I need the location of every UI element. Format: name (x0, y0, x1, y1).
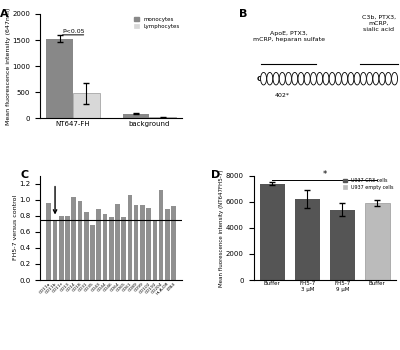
Y-axis label: Mean fluorescence intensity (647nm): Mean fluorescence intensity (647nm) (6, 7, 11, 125)
Ellipse shape (260, 72, 266, 85)
Ellipse shape (279, 72, 285, 85)
Bar (96, 209, 101, 280)
Bar (53, 220, 57, 280)
Ellipse shape (354, 72, 360, 85)
Text: *: * (323, 170, 327, 179)
Bar (72, 197, 76, 280)
Bar (73, 93, 100, 118)
Text: C: C (20, 170, 28, 181)
Bar (152, 220, 157, 280)
Bar (84, 212, 88, 280)
Ellipse shape (342, 72, 348, 85)
Bar (159, 190, 164, 280)
Ellipse shape (379, 72, 385, 85)
Ellipse shape (392, 72, 398, 85)
Bar (365, 203, 390, 280)
Bar (121, 217, 126, 280)
Ellipse shape (367, 72, 373, 85)
Text: ApoE, PTX3,
mCRP, heparan sulfate: ApoE, PTX3, mCRP, heparan sulfate (252, 32, 324, 42)
Bar (295, 199, 320, 280)
Bar (260, 183, 284, 280)
Y-axis label: Mean fluorescence intensity (NT647FH5-7): Mean fluorescence intensity (NT647FH5-7) (220, 169, 224, 287)
Bar (171, 206, 176, 280)
Bar (330, 210, 354, 280)
Text: B: B (239, 9, 248, 19)
Bar (128, 195, 132, 280)
Bar (46, 38, 73, 118)
Bar (65, 216, 70, 280)
Legend: U937 CR3 cells, U937 empty cells: U937 CR3 cells, U937 empty cells (343, 178, 394, 190)
Text: A: A (0, 9, 9, 19)
Bar (134, 204, 138, 280)
Legend: monocytes, Lymphocytes: monocytes, Lymphocytes (134, 17, 180, 29)
Ellipse shape (348, 72, 354, 85)
Ellipse shape (310, 72, 316, 85)
Ellipse shape (273, 72, 279, 85)
Bar (165, 209, 170, 280)
Ellipse shape (360, 72, 366, 85)
Ellipse shape (323, 72, 329, 85)
Bar (90, 225, 95, 280)
Ellipse shape (298, 72, 304, 85)
Ellipse shape (373, 72, 379, 85)
Bar (103, 214, 107, 280)
Bar (59, 216, 64, 280)
Bar (140, 205, 145, 280)
Ellipse shape (267, 72, 273, 85)
Text: D: D (211, 170, 220, 181)
Text: P<0.05: P<0.05 (62, 29, 84, 34)
Text: 402*: 402* (275, 93, 290, 98)
Ellipse shape (304, 72, 310, 85)
Bar (149, 117, 176, 118)
Bar (123, 114, 149, 118)
Text: C3b, PTX3,
mCRP,
sialic acid: C3b, PTX3, mCRP, sialic acid (362, 15, 396, 32)
Bar (46, 203, 51, 280)
Bar (78, 201, 82, 280)
Ellipse shape (286, 72, 292, 85)
Ellipse shape (317, 72, 323, 85)
Ellipse shape (292, 72, 298, 85)
Bar (115, 204, 120, 280)
Ellipse shape (329, 72, 335, 85)
Ellipse shape (336, 72, 342, 85)
Bar (146, 208, 151, 280)
Bar (109, 217, 114, 280)
Y-axis label: FH5-7 versus control: FH5-7 versus control (13, 195, 18, 260)
Text: CFH: CFH (256, 76, 272, 82)
Ellipse shape (385, 72, 391, 85)
